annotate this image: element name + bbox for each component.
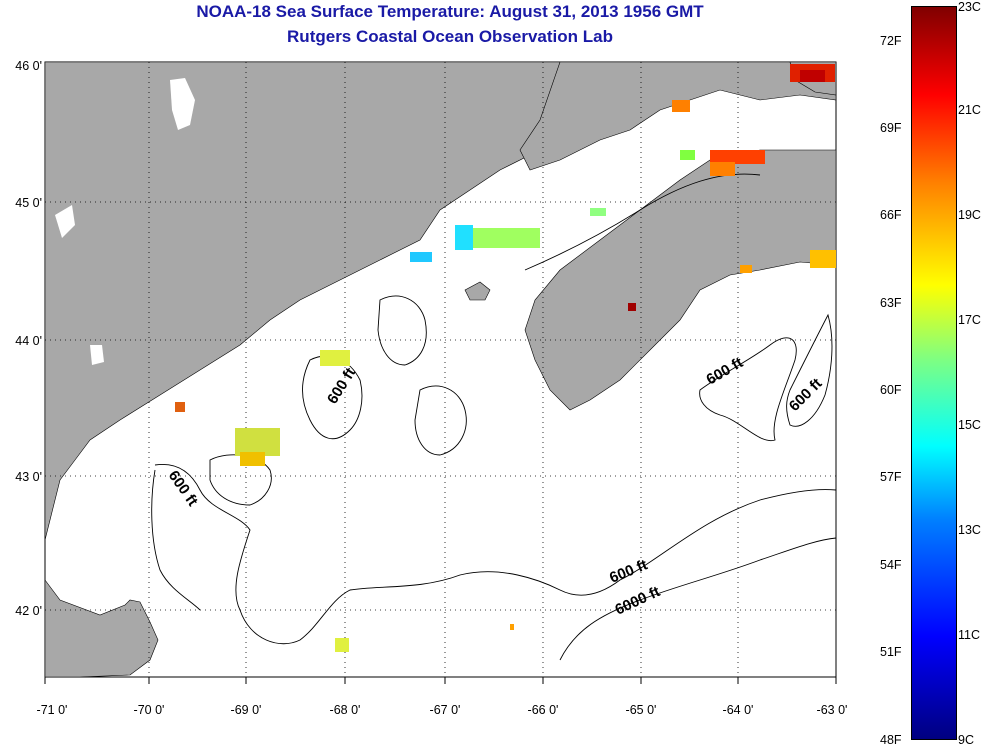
lat-label: 45 0' <box>15 196 42 210</box>
cb-c: 9C <box>958 733 974 747</box>
latitude-labels: 46 0' 45 0' 44 0' 43 0' 42 0' <box>15 59 42 618</box>
cb-f: 69F <box>880 121 902 135</box>
gridlines <box>45 62 836 677</box>
lon-label: -63 0' <box>817 703 848 717</box>
map-subtitle: Rutgers Coastal Ocean Observation Lab <box>287 27 613 46</box>
cb-f: 51F <box>880 645 902 659</box>
lon-label: -70 0' <box>134 703 165 717</box>
cb-c: 19C <box>958 208 981 222</box>
map-title: NOAA-18 Sea Surface Temperature: August … <box>196 2 704 21</box>
lake <box>55 205 75 238</box>
cb-c: 17C <box>958 313 981 327</box>
contour-6000ft <box>559 537 837 661</box>
land-new-england <box>44 61 561 541</box>
contour-inner <box>377 295 427 366</box>
cb-c: 11C <box>958 628 981 642</box>
land-new-brunswick <box>519 61 837 171</box>
lon-label: -64 0' <box>723 703 754 717</box>
temperature-colorbar <box>911 6 957 740</box>
cb-c: 23C <box>958 0 981 14</box>
contour-inner <box>414 385 467 456</box>
cb-f: 54F <box>880 558 902 572</box>
lon-label: -67 0' <box>430 703 461 717</box>
contour-nova-east2 <box>786 313 833 427</box>
land-island <box>464 281 491 301</box>
cb-f: 63F <box>880 296 902 310</box>
sst-pixels <box>175 64 836 652</box>
lon-label: -71 0' <box>37 703 68 717</box>
lake <box>90 345 104 365</box>
lake <box>170 78 195 130</box>
lat-label: 42 0' <box>15 604 42 618</box>
cb-f: 48F <box>880 733 902 747</box>
lon-label: -69 0' <box>231 703 262 717</box>
lat-label: 44 0' <box>15 334 42 348</box>
cb-c: 13C <box>958 523 981 537</box>
axis-ticks <box>44 677 837 684</box>
cb-c: 15C <box>958 418 981 432</box>
contour-600ft <box>151 469 201 611</box>
lon-label: -65 0' <box>626 703 657 717</box>
lon-label: -68 0' <box>330 703 361 717</box>
cb-f: 57F <box>880 470 902 484</box>
contour-nova-east <box>699 337 797 442</box>
lon-label: -66 0' <box>528 703 559 717</box>
longitude-labels: -71 0' -70 0' -69 0' -68 0' -67 0' -66 0… <box>37 703 848 717</box>
cb-c: 21C <box>958 103 981 117</box>
land-nova-scotia <box>524 149 837 411</box>
contour-600ft <box>154 463 837 645</box>
cb-f: 60F <box>880 383 902 397</box>
lat-label: 46 0' <box>15 59 42 73</box>
land-cape-cod <box>44 579 159 678</box>
lat-label: 43 0' <box>15 470 42 484</box>
cb-f: 66F <box>880 208 902 222</box>
cb-f: 72F <box>880 34 902 48</box>
